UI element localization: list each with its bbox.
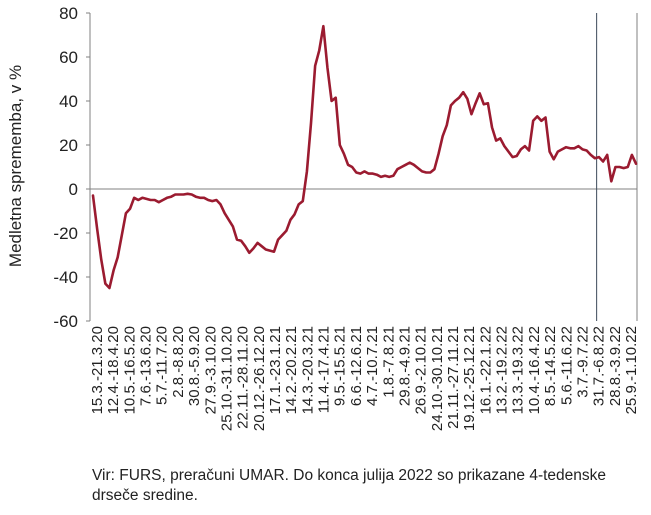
x-tick-label: 21.11.-27.11.21	[445, 326, 462, 429]
x-tick-label: 27.9.-3.10.20	[202, 326, 219, 414]
x-tick-label: 28.8.-3.9.22	[607, 326, 624, 406]
x-tick-label: 25.10.-31.10.20	[218, 326, 235, 431]
x-tick-label: 30.8.-5.9.20	[186, 326, 203, 406]
x-tick-label: 4.7.-10.7.21	[364, 326, 381, 406]
x-tick-label: 12.4.-18.4.20	[105, 326, 122, 414]
y-tick-label: -60	[53, 312, 78, 331]
x-tick-label: 10.5.-16.5.20	[121, 326, 138, 414]
x-tick-label: 19.12.-25.12.21	[461, 326, 478, 431]
x-tick-label: 14.2.-20.2.21	[283, 326, 300, 414]
x-axis: 15.3.-21.3.20 12.4.-18.4.20 10.5.-16.5.20 7…	[89, 326, 640, 431]
x-tick-label: 14.3.-20.3.21	[299, 326, 316, 414]
x-tick-label: 31.7.-6.8.22	[591, 326, 608, 406]
x-tick-label: 8.5.-14.5.22	[542, 326, 559, 406]
x-tick-label: 1.8.-7.8.21	[380, 326, 397, 398]
y-axis-title: Medletna sprememba, v %	[6, 65, 25, 267]
plot-frame	[89, 13, 638, 321]
series-line	[91, 24, 638, 290]
x-tick-label: 9.5.-15.5.21	[332, 326, 349, 406]
x-tick-label: 26.9.-2.10.21	[413, 326, 430, 414]
y-tick-label: -40	[53, 268, 78, 287]
y-tick-label: 40	[59, 92, 78, 111]
series-group	[91, 24, 638, 290]
x-tick-label: 17.1.-23.1.21	[267, 326, 284, 414]
x-tick-label: 29.8.-4.9.21	[396, 326, 413, 406]
x-tick-label: 25.9.-1.10.22	[623, 326, 640, 414]
x-tick-label: 2.8.-8.8.20	[170, 326, 187, 398]
x-tick-label: 3.7.-9.7.22	[574, 326, 591, 398]
x-tick-label: 13.3.-19.3.22	[510, 326, 527, 414]
x-tick-label: 22.11.-28.11.20	[235, 326, 252, 429]
x-tick-label: 10.4.-16.4.22	[526, 326, 543, 414]
x-tick-label: 24.10.-30.10.21	[429, 326, 446, 431]
y-tick-label: 20	[59, 136, 78, 155]
x-tick-label: 16.1.-22.1.22	[477, 326, 494, 414]
y-axis: -60 -40 -20 0 20 40 60 80	[53, 4, 90, 331]
x-tick-label: 13.2.-19.2.22	[494, 326, 511, 414]
y-tick-label: 0	[69, 180, 78, 199]
x-tick-label: 15.3.-21.3.20	[89, 326, 106, 414]
x-tick-label: 20.12.-26.12.20	[251, 326, 268, 431]
x-tick-label: 5.7.-11.7.20	[154, 326, 171, 405]
x-tick-label: 7.6.-13.6.20	[138, 326, 155, 406]
y-tick-label: -20	[53, 224, 78, 243]
y-tick-label: 60	[59, 48, 78, 67]
y-tick-label: 80	[59, 4, 78, 23]
x-tick-label: 6.6.-12.6.21	[348, 326, 365, 406]
x-tick-label: 5.6.-11.6.22	[558, 326, 575, 405]
source-note: Vir: FURS, preračuni UMAR. Do konca juli…	[92, 467, 607, 504]
x-tick-label: 11.4.-17.4.21	[316, 326, 333, 413]
